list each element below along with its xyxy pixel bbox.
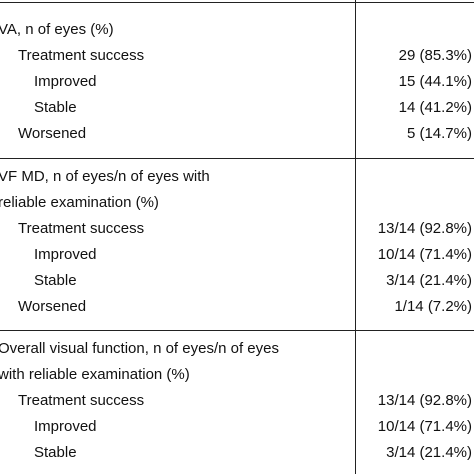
row-label: Treatment success xyxy=(18,220,145,237)
row-label: Stable xyxy=(34,272,77,289)
row-value: 10/14 (71.4%) xyxy=(377,246,472,263)
row-divider xyxy=(0,158,474,159)
row-divider xyxy=(0,330,474,331)
row-value: 3/14 (21.4%) xyxy=(386,272,472,289)
section-heading: VA, n of eyes (%) xyxy=(0,21,114,38)
row-label: Stable xyxy=(34,444,77,461)
row-divider xyxy=(0,2,474,3)
row-value: 10/14 (71.4%) xyxy=(377,418,472,435)
row-value: 15 (44.1%) xyxy=(398,73,472,90)
row-value: 13/14 (92.8%) xyxy=(377,220,472,237)
row-label: Improved xyxy=(34,246,97,263)
row-value: 3/14 (21.4%) xyxy=(386,444,472,461)
row-value: 14 (41.2%) xyxy=(398,99,472,116)
row-label: Treatment success xyxy=(18,47,145,64)
row-value: 5 (14.7%) xyxy=(406,125,472,142)
row-label: Worsened xyxy=(18,125,87,142)
row-label: Improved xyxy=(34,418,97,435)
column-divider xyxy=(355,0,356,474)
row-label: Improved xyxy=(34,73,97,90)
section-heading: Overall visual function, n of eyes/n of … xyxy=(0,340,279,357)
section-heading: VF MD, n of eyes/n of eyes with xyxy=(0,168,210,185)
section-heading: with reliable examination (%) xyxy=(0,366,190,383)
row-value: 1/14 (7.2%) xyxy=(394,298,472,315)
row-value: 29 (85.3%) xyxy=(398,47,472,64)
row-label: Worsened xyxy=(18,298,87,315)
row-value: 13/14 (92.8%) xyxy=(377,392,472,409)
row-label: Stable xyxy=(34,99,77,116)
section-heading: reliable examination (%) xyxy=(0,194,159,211)
row-label: Treatment success xyxy=(18,392,145,409)
